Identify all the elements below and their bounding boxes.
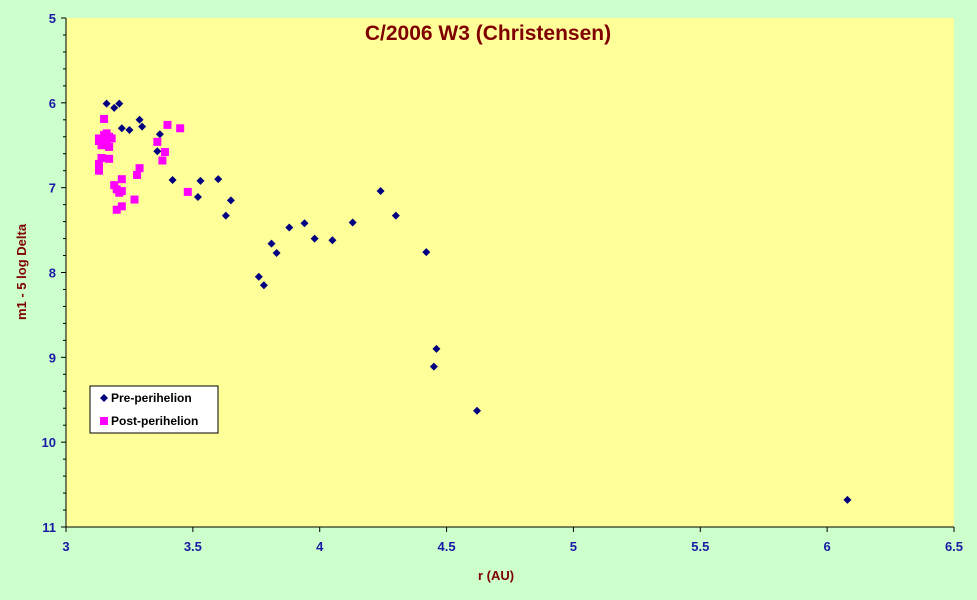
- x-tick-label: 5: [570, 539, 577, 554]
- pre-perihelion-point: [348, 218, 357, 227]
- post-perihelion-point: [117, 202, 126, 211]
- pre-perihelion-point: [168, 176, 177, 185]
- pre-perihelion-point: [376, 187, 385, 196]
- pre-perihelion-point: [429, 362, 438, 371]
- post-perihelion-point: [158, 156, 167, 165]
- legend-post-label: Post-perihelion: [111, 414, 198, 428]
- post-perihelion-point: [183, 187, 192, 196]
- pre-perihelion-point: [310, 234, 319, 243]
- post-perihelion-point: [117, 187, 126, 196]
- post-perihelion-point: [102, 137, 111, 146]
- y-tick-label: 7: [49, 181, 56, 196]
- y-tick-label: 5: [49, 11, 56, 26]
- axis-ticks: 3 3.5 4 4.5 5 5.5 6 6.5 5 6 7 8 9 10 11: [42, 11, 964, 554]
- x-tick-label: 5.5: [691, 539, 709, 554]
- pre-perihelion-point: [422, 248, 431, 257]
- pre-perihelion-point: [226, 196, 235, 205]
- pre-perihelion-point: [391, 211, 400, 220]
- post-perihelion-point: [105, 154, 114, 163]
- pre-perihelion-point: [285, 223, 294, 232]
- pre-perihelion-point: [117, 124, 126, 133]
- pre-perihelion-point: [221, 211, 230, 220]
- post-perihelion-point: [97, 141, 106, 150]
- x-tick-label: 3.5: [184, 539, 202, 554]
- post-perihelion-point: [105, 142, 114, 151]
- y-tick-label: 9: [49, 350, 56, 365]
- pre-perihelion-point: [153, 147, 162, 156]
- x-axis-title: r (AU): [478, 568, 514, 583]
- post-perihelion-point: [163, 120, 172, 129]
- pre-perihelion-point: [125, 125, 134, 134]
- pre-perihelion-point: [432, 344, 441, 353]
- x-tick-label: 6.5: [945, 539, 963, 554]
- pre-perihelion-point: [843, 495, 852, 504]
- y-axis-title: m1 - 5 log Delta: [14, 223, 29, 320]
- legend-post-square-icon: [100, 417, 108, 425]
- legend-pre-diamond-icon: [100, 394, 108, 402]
- pre-perihelion-point: [214, 175, 223, 184]
- pre-perihelion-point: [300, 219, 309, 228]
- legend-box: [89, 385, 219, 434]
- post-perihelion-point: [130, 195, 139, 204]
- y-tick-label: 6: [49, 96, 56, 111]
- post-perihelion-point: [107, 134, 116, 143]
- data-points: [94, 99, 852, 504]
- post-perihelion-point: [94, 134, 103, 143]
- post-perihelion-point: [94, 159, 103, 168]
- post-perihelion-point: [160, 148, 169, 157]
- post-perihelion-point: [153, 137, 162, 146]
- pre-perihelion-point: [135, 115, 144, 124]
- pre-perihelion-point: [115, 99, 124, 108]
- pre-perihelion-point: [254, 272, 263, 281]
- y-tick-label: 8: [49, 266, 56, 281]
- post-perihelion-point: [176, 124, 185, 133]
- post-perihelion-point: [110, 181, 119, 190]
- chart-title: C/2006 W3 (Christensen): [365, 22, 611, 45]
- pre-perihelion-point: [267, 239, 276, 248]
- post-perihelion-point: [135, 164, 144, 173]
- y-tick-label: 11: [42, 520, 56, 535]
- pre-perihelion-point: [196, 176, 205, 185]
- x-tick-label: 4.5: [438, 539, 456, 554]
- post-perihelion-point: [117, 175, 126, 184]
- x-tick-label: 3: [62, 539, 69, 554]
- x-tick-label: 6: [824, 539, 831, 554]
- pre-perihelion-point: [155, 130, 164, 139]
- pre-perihelion-point: [259, 281, 268, 290]
- pre-perihelion-point: [272, 248, 281, 257]
- x-tick-label: 4: [316, 539, 324, 554]
- post-perihelion-point: [97, 153, 106, 162]
- pre-perihelion-point: [473, 406, 482, 415]
- post-perihelion-point: [100, 114, 109, 123]
- post-perihelion-point: [112, 205, 121, 214]
- pre-perihelion-point: [110, 103, 119, 112]
- legend-pre-label: Pre-perihelion: [111, 391, 192, 405]
- post-perihelion-point: [133, 170, 142, 179]
- pre-perihelion-point: [102, 99, 111, 108]
- post-perihelion-point: [94, 166, 103, 175]
- pre-perihelion-point: [138, 122, 147, 131]
- plot-area: [66, 18, 954, 527]
- y-tick-label: 10: [42, 435, 56, 450]
- pre-perihelion-point: [328, 236, 337, 245]
- pre-perihelion-point: [193, 192, 202, 201]
- legend: Pre-perihelion Post-perihelion: [89, 385, 219, 434]
